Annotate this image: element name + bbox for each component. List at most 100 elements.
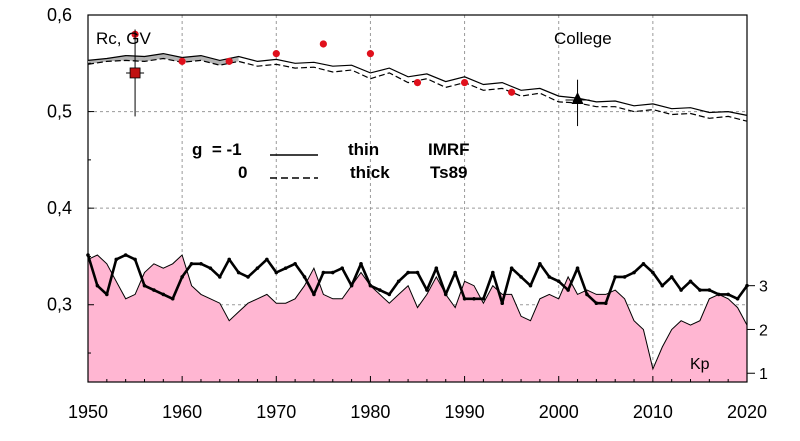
kp-point <box>698 288 702 292</box>
x-tick-label: 2020 <box>727 402 767 422</box>
x-tick-label: 2000 <box>539 402 579 422</box>
kp-point <box>585 292 589 297</box>
station-label: College <box>554 29 612 48</box>
kp-tick-label: 2 <box>759 322 768 339</box>
kp-point <box>500 301 505 305</box>
kp-tick-label: 1 <box>759 366 768 383</box>
measured-point <box>178 57 186 65</box>
square-point <box>129 67 141 79</box>
kp-point <box>321 270 326 275</box>
kp-point <box>641 261 646 266</box>
kp-point <box>208 266 213 270</box>
kp-point <box>603 301 608 305</box>
triangle-point <box>571 91 584 104</box>
x-tick-label: 1980 <box>350 402 390 422</box>
kp-point <box>491 270 495 275</box>
kp-point <box>283 266 288 270</box>
kp-point <box>274 270 279 275</box>
kp-point <box>330 270 335 275</box>
kp-tick-label: 3 <box>759 279 768 296</box>
kp-point <box>387 292 392 297</box>
measured-point <box>319 40 327 48</box>
kp-point <box>396 279 401 284</box>
kp-point <box>199 261 203 266</box>
kp-point <box>462 297 467 301</box>
kp-point <box>170 297 175 301</box>
kp-point <box>622 275 627 279</box>
legend-g-0: 0 <box>238 163 247 182</box>
kp-point <box>293 261 297 266</box>
kp-point <box>312 292 316 297</box>
kp-point <box>359 261 363 266</box>
imrf-line <box>87 52 748 116</box>
y-tick-label: 0,4 <box>47 198 72 218</box>
kp-point <box>707 288 712 292</box>
kp-point <box>632 270 636 275</box>
x-tick-label: 1970 <box>256 402 296 422</box>
x-tick-label: 1960 <box>162 402 202 422</box>
y-axis: 0,3 0,4 0,5 0,6 <box>47 5 94 354</box>
kp-point <box>519 275 523 279</box>
kp-point <box>651 270 655 275</box>
measured-points-layer <box>126 29 590 127</box>
kp-point <box>566 288 570 292</box>
kp-point <box>142 283 147 288</box>
kp-point <box>481 297 486 301</box>
kp-point <box>453 270 457 275</box>
kp-point <box>105 292 109 297</box>
x-tick-label: 1950 <box>68 402 108 422</box>
measured-point <box>225 57 233 65</box>
measured-point <box>366 50 375 58</box>
x-tick-label: 2010 <box>633 402 673 422</box>
y-tick-label: 0,3 <box>47 295 72 315</box>
y-tick-label: 0,6 <box>47 5 72 25</box>
kp-point <box>218 275 222 279</box>
kp-point <box>189 261 194 266</box>
kp-point <box>368 283 373 288</box>
kp-point <box>340 266 344 270</box>
kp-point <box>265 257 269 262</box>
kp-point <box>528 283 533 288</box>
kp-point <box>613 275 617 279</box>
kp-point <box>349 283 354 288</box>
ap-line <box>87 254 748 371</box>
uncertainty-band <box>88 53 239 66</box>
kp-axis: 1 2 3 <box>746 279 768 383</box>
kp-point <box>472 297 476 301</box>
kp-axis-label: Kp <box>690 356 710 373</box>
kp-point <box>443 292 448 297</box>
y-tick-label: 0,5 <box>47 102 72 122</box>
kp-point <box>556 279 561 284</box>
kp-point <box>236 270 241 275</box>
plot-frame <box>87 14 748 383</box>
measured-point <box>460 79 469 87</box>
kp-point <box>660 283 665 288</box>
y-axis-label: Rc, GV <box>96 29 151 48</box>
legend-g-1: g = -1 <box>192 140 242 159</box>
kp-point <box>86 253 90 257</box>
kp-point <box>575 266 580 270</box>
x-axis: 1950 1960 1970 1980 1990 2000 2010 2020 <box>68 376 767 422</box>
kp-point <box>594 301 599 305</box>
kp-point <box>378 288 382 292</box>
kp-point <box>114 257 119 262</box>
ap-area <box>88 255 747 382</box>
kp-point <box>547 275 552 279</box>
kp-point <box>406 270 410 275</box>
measured-point <box>508 88 516 96</box>
legend-thin-label: thin <box>348 140 379 159</box>
measured-point <box>272 50 280 58</box>
x-tick-label: 1990 <box>445 402 485 422</box>
legend: g = -1 thin IMRF 0 thick Ts89 <box>192 140 470 182</box>
kp-point <box>434 266 439 270</box>
legend-imrf-label: IMRF <box>428 140 470 159</box>
kp-point <box>538 261 542 266</box>
kp-point <box>95 283 100 288</box>
legend-ts89-label: Ts89 <box>430 163 468 182</box>
kp-point <box>688 279 693 284</box>
kp-point <box>509 266 514 270</box>
kp-point <box>180 275 184 279</box>
kp-point <box>255 266 260 270</box>
pink-area-layer <box>87 254 748 382</box>
